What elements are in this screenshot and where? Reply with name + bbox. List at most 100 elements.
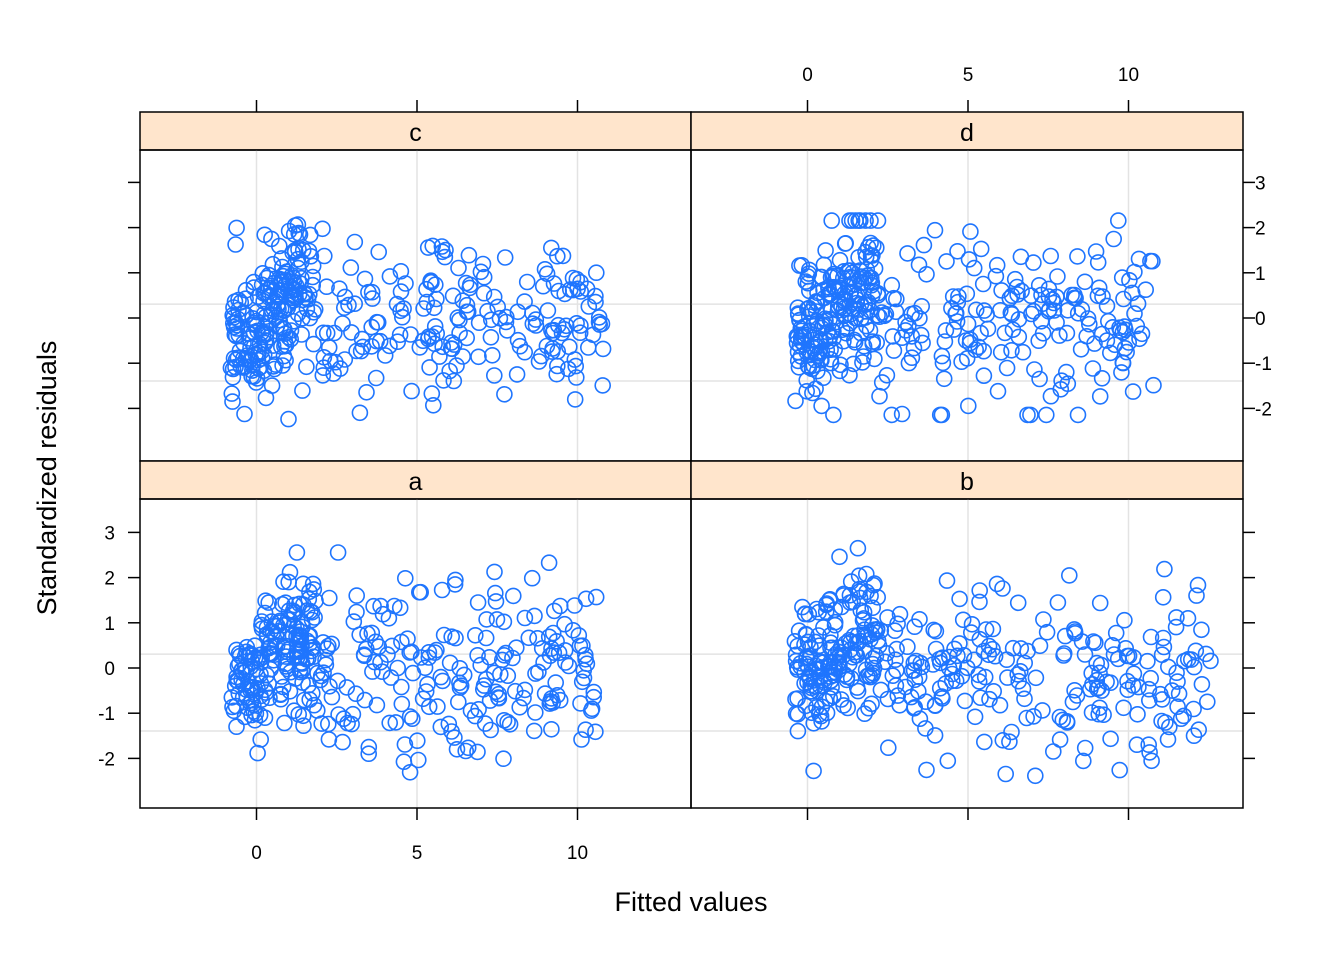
data-point — [242, 678, 260, 696]
data-point — [451, 311, 468, 329]
data-point — [544, 624, 562, 642]
data-point — [261, 689, 278, 707]
data-point — [822, 268, 840, 286]
data-point — [871, 308, 888, 326]
panels-layer: c d a b — [139, 111, 1244, 809]
data-point — [459, 739, 477, 757]
data-point — [842, 633, 860, 651]
data-point — [381, 268, 399, 285]
data-point — [424, 396, 442, 414]
data-point — [1124, 383, 1142, 400]
data-point — [347, 685, 365, 703]
data-point — [285, 702, 303, 720]
data-point — [1185, 700, 1202, 718]
data-point — [454, 292, 472, 310]
data-point — [972, 689, 989, 707]
data-point — [868, 621, 886, 639]
data-point — [495, 613, 513, 631]
data-point — [447, 629, 464, 647]
data-point — [813, 713, 830, 730]
data-point — [399, 630, 416, 648]
data-point — [989, 382, 1007, 400]
data-point — [809, 347, 827, 364]
data-point — [432, 718, 450, 736]
data-point — [813, 397, 830, 415]
data-point — [254, 264, 272, 282]
data-point — [1038, 406, 1055, 424]
data-point — [1130, 250, 1148, 268]
data-point — [988, 575, 1006, 593]
data-point — [263, 377, 281, 394]
data-point — [931, 406, 949, 424]
data-point — [224, 393, 241, 410]
data-point — [389, 333, 407, 351]
data-point — [841, 366, 858, 384]
data-point — [1014, 680, 1032, 698]
data-point — [1197, 645, 1215, 663]
data-point — [805, 357, 822, 374]
data-point — [1061, 567, 1078, 584]
data-point — [486, 584, 504, 602]
data-point — [392, 678, 410, 696]
data-point — [320, 339, 338, 356]
data-point — [889, 687, 907, 704]
data-point — [873, 304, 891, 321]
data-point — [508, 366, 526, 383]
data-point — [329, 544, 347, 561]
data-point — [482, 721, 500, 739]
data-point — [808, 293, 826, 311]
data-point — [951, 635, 968, 652]
data-point — [855, 274, 873, 291]
data-point — [553, 324, 571, 342]
data-point — [1091, 594, 1109, 612]
strip-label-a: a — [409, 468, 423, 496]
data-point — [959, 397, 977, 415]
data-point — [905, 339, 923, 357]
data-point — [284, 627, 302, 644]
data-point — [987, 267, 1005, 285]
data-point — [451, 659, 469, 677]
data-point — [984, 620, 1002, 638]
data-point — [818, 704, 836, 722]
data-point — [417, 683, 435, 700]
data-point — [863, 617, 881, 634]
data-point — [545, 602, 563, 620]
data-point — [1022, 287, 1040, 305]
data-point — [579, 339, 597, 356]
data-point — [1084, 360, 1102, 377]
data-point — [918, 265, 935, 283]
data-point — [1049, 268, 1066, 285]
data-point — [279, 660, 296, 678]
data-point — [1126, 305, 1143, 322]
data-point — [797, 273, 815, 290]
data-point — [1027, 669, 1045, 687]
data-point — [566, 597, 583, 614]
data-point — [1125, 665, 1143, 683]
data-point — [1141, 744, 1158, 761]
data-point — [816, 692, 834, 710]
data-point — [979, 320, 997, 338]
data-point — [245, 279, 263, 296]
data-point — [532, 347, 550, 365]
data-point — [1115, 290, 1132, 308]
data-point — [1079, 310, 1097, 327]
data-point — [1011, 662, 1029, 680]
data-point — [863, 695, 880, 713]
x-tick-label: 10 — [1118, 65, 1139, 86]
data-point — [839, 699, 857, 717]
data-point — [334, 315, 351, 332]
data-point — [840, 655, 858, 673]
data-point — [573, 731, 590, 748]
data-point — [1155, 638, 1173, 656]
data-point — [950, 288, 967, 305]
data-point — [1018, 709, 1035, 727]
data-point — [364, 663, 381, 680]
data-point — [944, 288, 962, 305]
data-point — [869, 588, 887, 606]
data-point — [275, 573, 292, 591]
data-point — [1003, 341, 1020, 359]
data-point — [1034, 324, 1052, 342]
data-point — [848, 291, 866, 308]
data-point — [886, 622, 904, 640]
x-tick-label: 0 — [802, 65, 813, 86]
